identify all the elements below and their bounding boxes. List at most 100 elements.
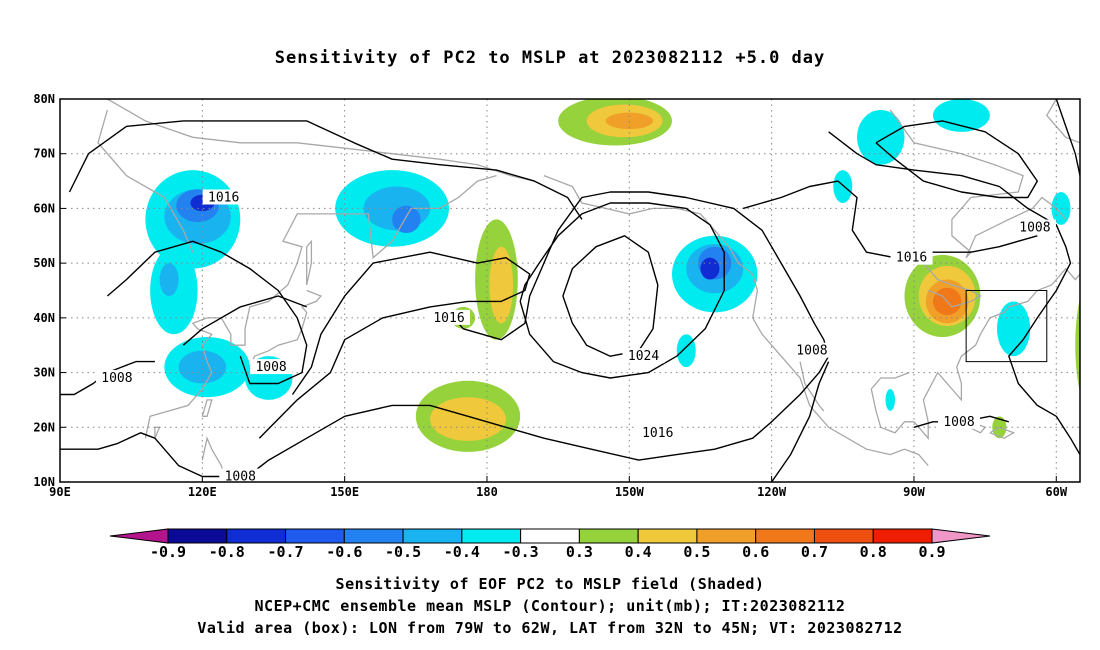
lat-tick-label: 20N	[33, 420, 55, 434]
sensitivity-region	[1086, 307, 1100, 373]
sensitivity-region	[885, 388, 895, 411]
coastline	[249, 289, 322, 368]
grid-layer	[60, 99, 1080, 482]
sensitivity-region	[430, 397, 506, 441]
colorbar-cell	[461, 528, 522, 544]
contour-label-bg	[202, 189, 245, 205]
contour-label-bg	[95, 370, 138, 386]
lon-tick-label: 90W	[903, 485, 925, 499]
sensitivity-region	[857, 109, 905, 165]
lat-tick-label: 40N	[33, 311, 55, 325]
page-title: Sensitivity of PC2 to MSLP at 2023082112…	[274, 48, 826, 68]
mslp-contour	[743, 180, 1038, 259]
sensitivity-region	[700, 257, 720, 280]
sensitivity-region	[159, 263, 179, 296]
contour-label: 1016	[208, 190, 239, 205]
lon-tick-label: 120E	[188, 485, 217, 499]
colorbar-cell	[402, 528, 463, 544]
colorbar-cell	[578, 528, 639, 544]
colorbar-label: 0.3	[566, 543, 593, 561]
map-frame	[59, 98, 1081, 483]
colorbar-cell	[696, 528, 757, 544]
contour-label-bg	[1013, 219, 1056, 235]
lat-tick-label: 70N	[33, 147, 55, 161]
contour-label: 1024	[628, 349, 659, 364]
axis-layer: 90E 120E 150E 180 150W 120W 90W 60W 80N 70N 60N 50N…	[33, 92, 1068, 499]
sensitivity-region	[605, 112, 654, 130]
contour-label: 1008	[796, 344, 827, 359]
colorbar-right-arrow	[931, 528, 991, 544]
contour-label: 1008	[1019, 221, 1050, 236]
contour-label-layer: 1016 1016 1024 1016 1008 1008 1008 1008 1016 1008…	[95, 189, 1056, 485]
lat-tick-label: 10N	[33, 475, 55, 489]
contour-label-bg	[890, 249, 933, 265]
contour-label-bg	[219, 468, 262, 484]
mslp-contour	[68, 120, 583, 220]
colorbar-cell	[167, 528, 228, 544]
colorbar-cell	[872, 528, 933, 544]
coastline	[989, 426, 1016, 439]
sensitivity-region	[1075, 298, 1080, 393]
colorbar-label: -0.5	[385, 543, 421, 561]
sensitivity-region	[392, 205, 421, 234]
colorbar-label: 0.4	[625, 543, 652, 561]
mslp-contour	[771, 361, 830, 482]
mslp-contour	[562, 235, 659, 357]
colorbar-cell	[637, 528, 698, 544]
contour-label: 1008	[225, 470, 256, 485]
colorbar-label: 0.5	[683, 543, 710, 561]
colorbar: -0.9 -0.8 -0.7 -0.6 -0.5 -0.4 -0.3 0.3 0.4 0.5 0.6…	[109, 528, 991, 561]
contour-label-bg	[428, 309, 471, 325]
coastline	[306, 239, 313, 286]
sensitivity-map: 1016 1016 1024 1016 1008 1008 1008 1008 1016 1008…	[33, 92, 1100, 561]
mslp-contour	[519, 202, 725, 379]
lon-tick-label: 120W	[757, 485, 787, 499]
lon-tick-label: 90E	[49, 485, 71, 499]
coastline	[1046, 99, 1080, 144]
contour-label: 1008	[943, 415, 974, 430]
contour-label-bg	[250, 359, 293, 375]
colorbar-label: -0.9	[150, 543, 186, 561]
lat-tick-label: 50N	[33, 256, 55, 270]
lon-tick-label: 150W	[615, 485, 645, 499]
contour-label: 1016	[642, 426, 673, 441]
valid-area-box	[965, 290, 1048, 363]
coastline	[543, 174, 929, 467]
colorbar-cell	[813, 528, 874, 544]
mslp-contour	[1055, 99, 1080, 176]
colorbar-label: -0.6	[326, 543, 362, 561]
contour-label-bg	[622, 348, 665, 364]
colorbar-label: 0.9	[918, 543, 945, 561]
sensitivity-region	[676, 334, 696, 368]
sensitivity-region	[489, 246, 514, 324]
coastline	[922, 262, 982, 308]
mslp-contour	[875, 120, 1038, 199]
colorbar-label: -0.3	[503, 543, 539, 561]
contour-label: 1008	[101, 371, 132, 386]
colorbar-cell	[285, 528, 345, 544]
coastline	[870, 267, 1080, 440]
colorbar-cell	[755, 528, 815, 544]
colorbar-label: -0.7	[267, 543, 303, 561]
colorbar-label: -0.8	[209, 543, 245, 561]
lon-tick-label: 150E	[330, 485, 359, 499]
lon-tick-label: 180	[476, 485, 498, 499]
sensitivity-shading-layer	[145, 99, 1100, 452]
caption-valid-area: Valid area (box): LON from 79W to 62W, L…	[197, 619, 903, 637]
mslp-contour	[60, 432, 236, 478]
contour-label-bg	[938, 413, 981, 429]
mslp-contour	[182, 295, 307, 346]
mslp-contour	[828, 131, 1080, 455]
colorbar-label: 0.6	[742, 543, 769, 561]
contour-label: 1008	[255, 360, 286, 375]
coastline	[889, 109, 1067, 259]
mslp-contour	[106, 240, 308, 385]
coastline	[799, 361, 825, 412]
sensitivity-region	[932, 99, 990, 132]
lat-tick-label: 60N	[33, 201, 55, 215]
colorbar-cell	[520, 528, 580, 544]
mslp-contour-layer	[60, 99, 1080, 482]
colorbar-cell	[226, 528, 287, 544]
coastline	[201, 399, 213, 417]
colorbar-label: 0.8	[860, 543, 887, 561]
